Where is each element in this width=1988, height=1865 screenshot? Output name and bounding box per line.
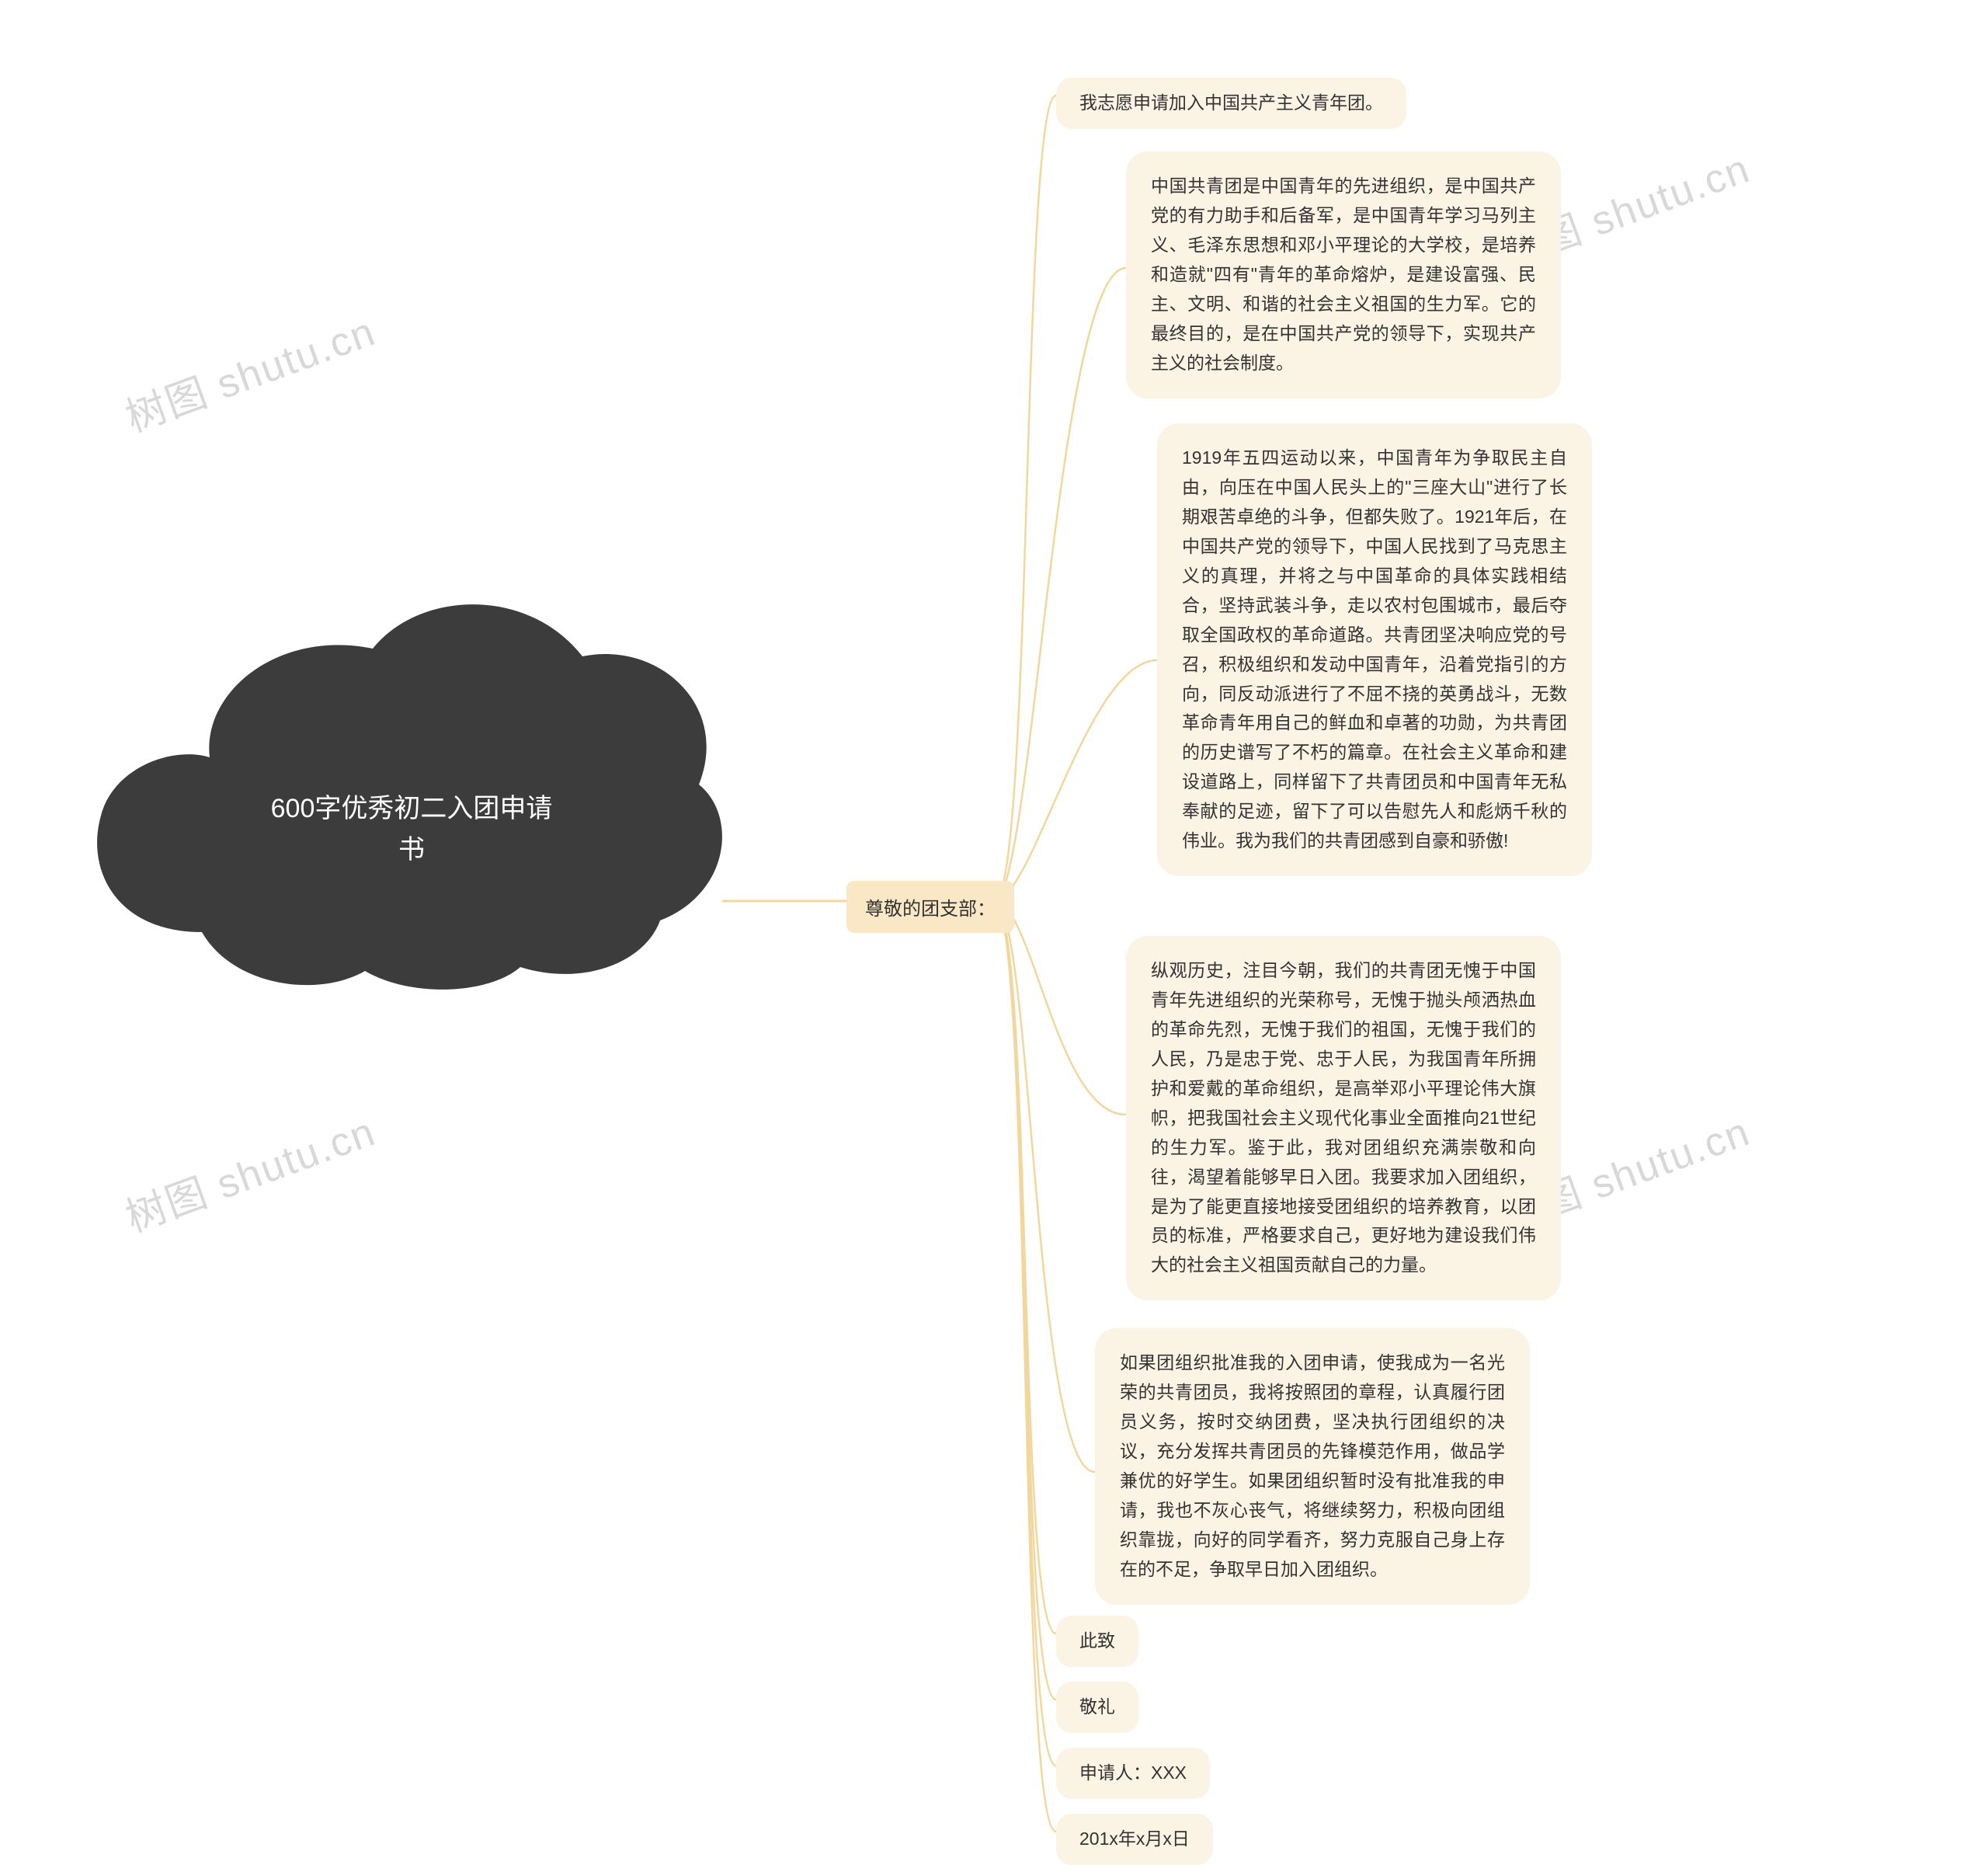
leaf-text: 纵观历史，注目今朝，我们的共青团无愧于中国青年先进组织的光荣称号，无愧于抛头颅洒… xyxy=(1151,960,1536,1275)
leaf-text: 申请人：XXX xyxy=(1079,1762,1187,1783)
leaf-text: 敬礼 xyxy=(1079,1696,1115,1717)
connector-branch-leaf-8 xyxy=(994,901,1056,1832)
connector-branch-leaf-7 xyxy=(994,901,1056,1766)
watermark: 树图 shutu.cn xyxy=(116,1099,382,1244)
connector-branch-leaf-1 xyxy=(994,268,1126,901)
root-title-line1: 600字优秀初二入团申请 xyxy=(271,794,553,823)
root-title-line2: 书 xyxy=(398,835,425,865)
leaf-text: 如果团组织批准我的入团申请，使我成为一名光荣的共青团员，我将按照团的章程，认真履… xyxy=(1120,1352,1505,1579)
connector-branch-leaf-5 xyxy=(994,901,1056,1634)
connector-branch-leaf-3 xyxy=(994,901,1126,1115)
leaf-text: 201x年x月x日 xyxy=(1079,1828,1190,1849)
connector-branch-leaf-0 xyxy=(994,96,1056,901)
leaf-node-1[interactable]: 中国共青团是中国青年的先进组织，是中国共产党的有力助手和后备军，是中国青年学习马… xyxy=(1126,151,1561,398)
root-cloud xyxy=(85,575,722,994)
connector-branch-leaf-4 xyxy=(994,901,1095,1472)
watermark: 树图 shutu.cn xyxy=(116,299,382,444)
connector-branch-leaf-6 xyxy=(994,901,1056,1700)
cloud-icon xyxy=(85,575,722,994)
root-title: 600字优秀初二入团申请 书 xyxy=(264,788,559,870)
leaf-node-0[interactable]: 我志愿申请加入中国共产主义青年团。 xyxy=(1056,78,1406,129)
leaf-node-4[interactable]: 如果团组织批准我的入团申请，使我成为一名光荣的共青团员，我将按照团的章程，认真履… xyxy=(1095,1328,1530,1605)
leaf-text: 1919年五四运动以来，中国青年为争取民主自由，向压在中国人民头上的"三座大山"… xyxy=(1182,447,1567,851)
connector-branch-leaf-2 xyxy=(994,660,1157,901)
branch-node[interactable]: 尊敬的团支部： xyxy=(846,881,1014,933)
leaf-node-3[interactable]: 纵观历史，注目今朝，我们的共青团无愧于中国青年先进组织的光荣称号，无愧于抛头颅洒… xyxy=(1126,936,1561,1300)
leaf-node-6[interactable]: 敬礼 xyxy=(1056,1682,1138,1733)
leaf-text: 此致 xyxy=(1079,1630,1115,1651)
leaf-text: 中国共青团是中国青年的先进组织，是中国共产党的有力助手和后备军，是中国青年学习马… xyxy=(1151,176,1536,373)
branch-label: 尊敬的团支部： xyxy=(865,899,996,920)
leaf-node-7[interactable]: 申请人：XXX xyxy=(1056,1748,1210,1799)
leaf-text: 我志愿申请加入中国共产主义青年团。 xyxy=(1079,92,1383,113)
leaf-node-2[interactable]: 1919年五四运动以来，中国青年为争取民主自由，向压在中国人民头上的"三座大山"… xyxy=(1157,423,1592,876)
leaf-node-5[interactable]: 此致 xyxy=(1056,1616,1138,1667)
leaf-node-8[interactable]: 201x年x月x日 xyxy=(1056,1814,1213,1865)
